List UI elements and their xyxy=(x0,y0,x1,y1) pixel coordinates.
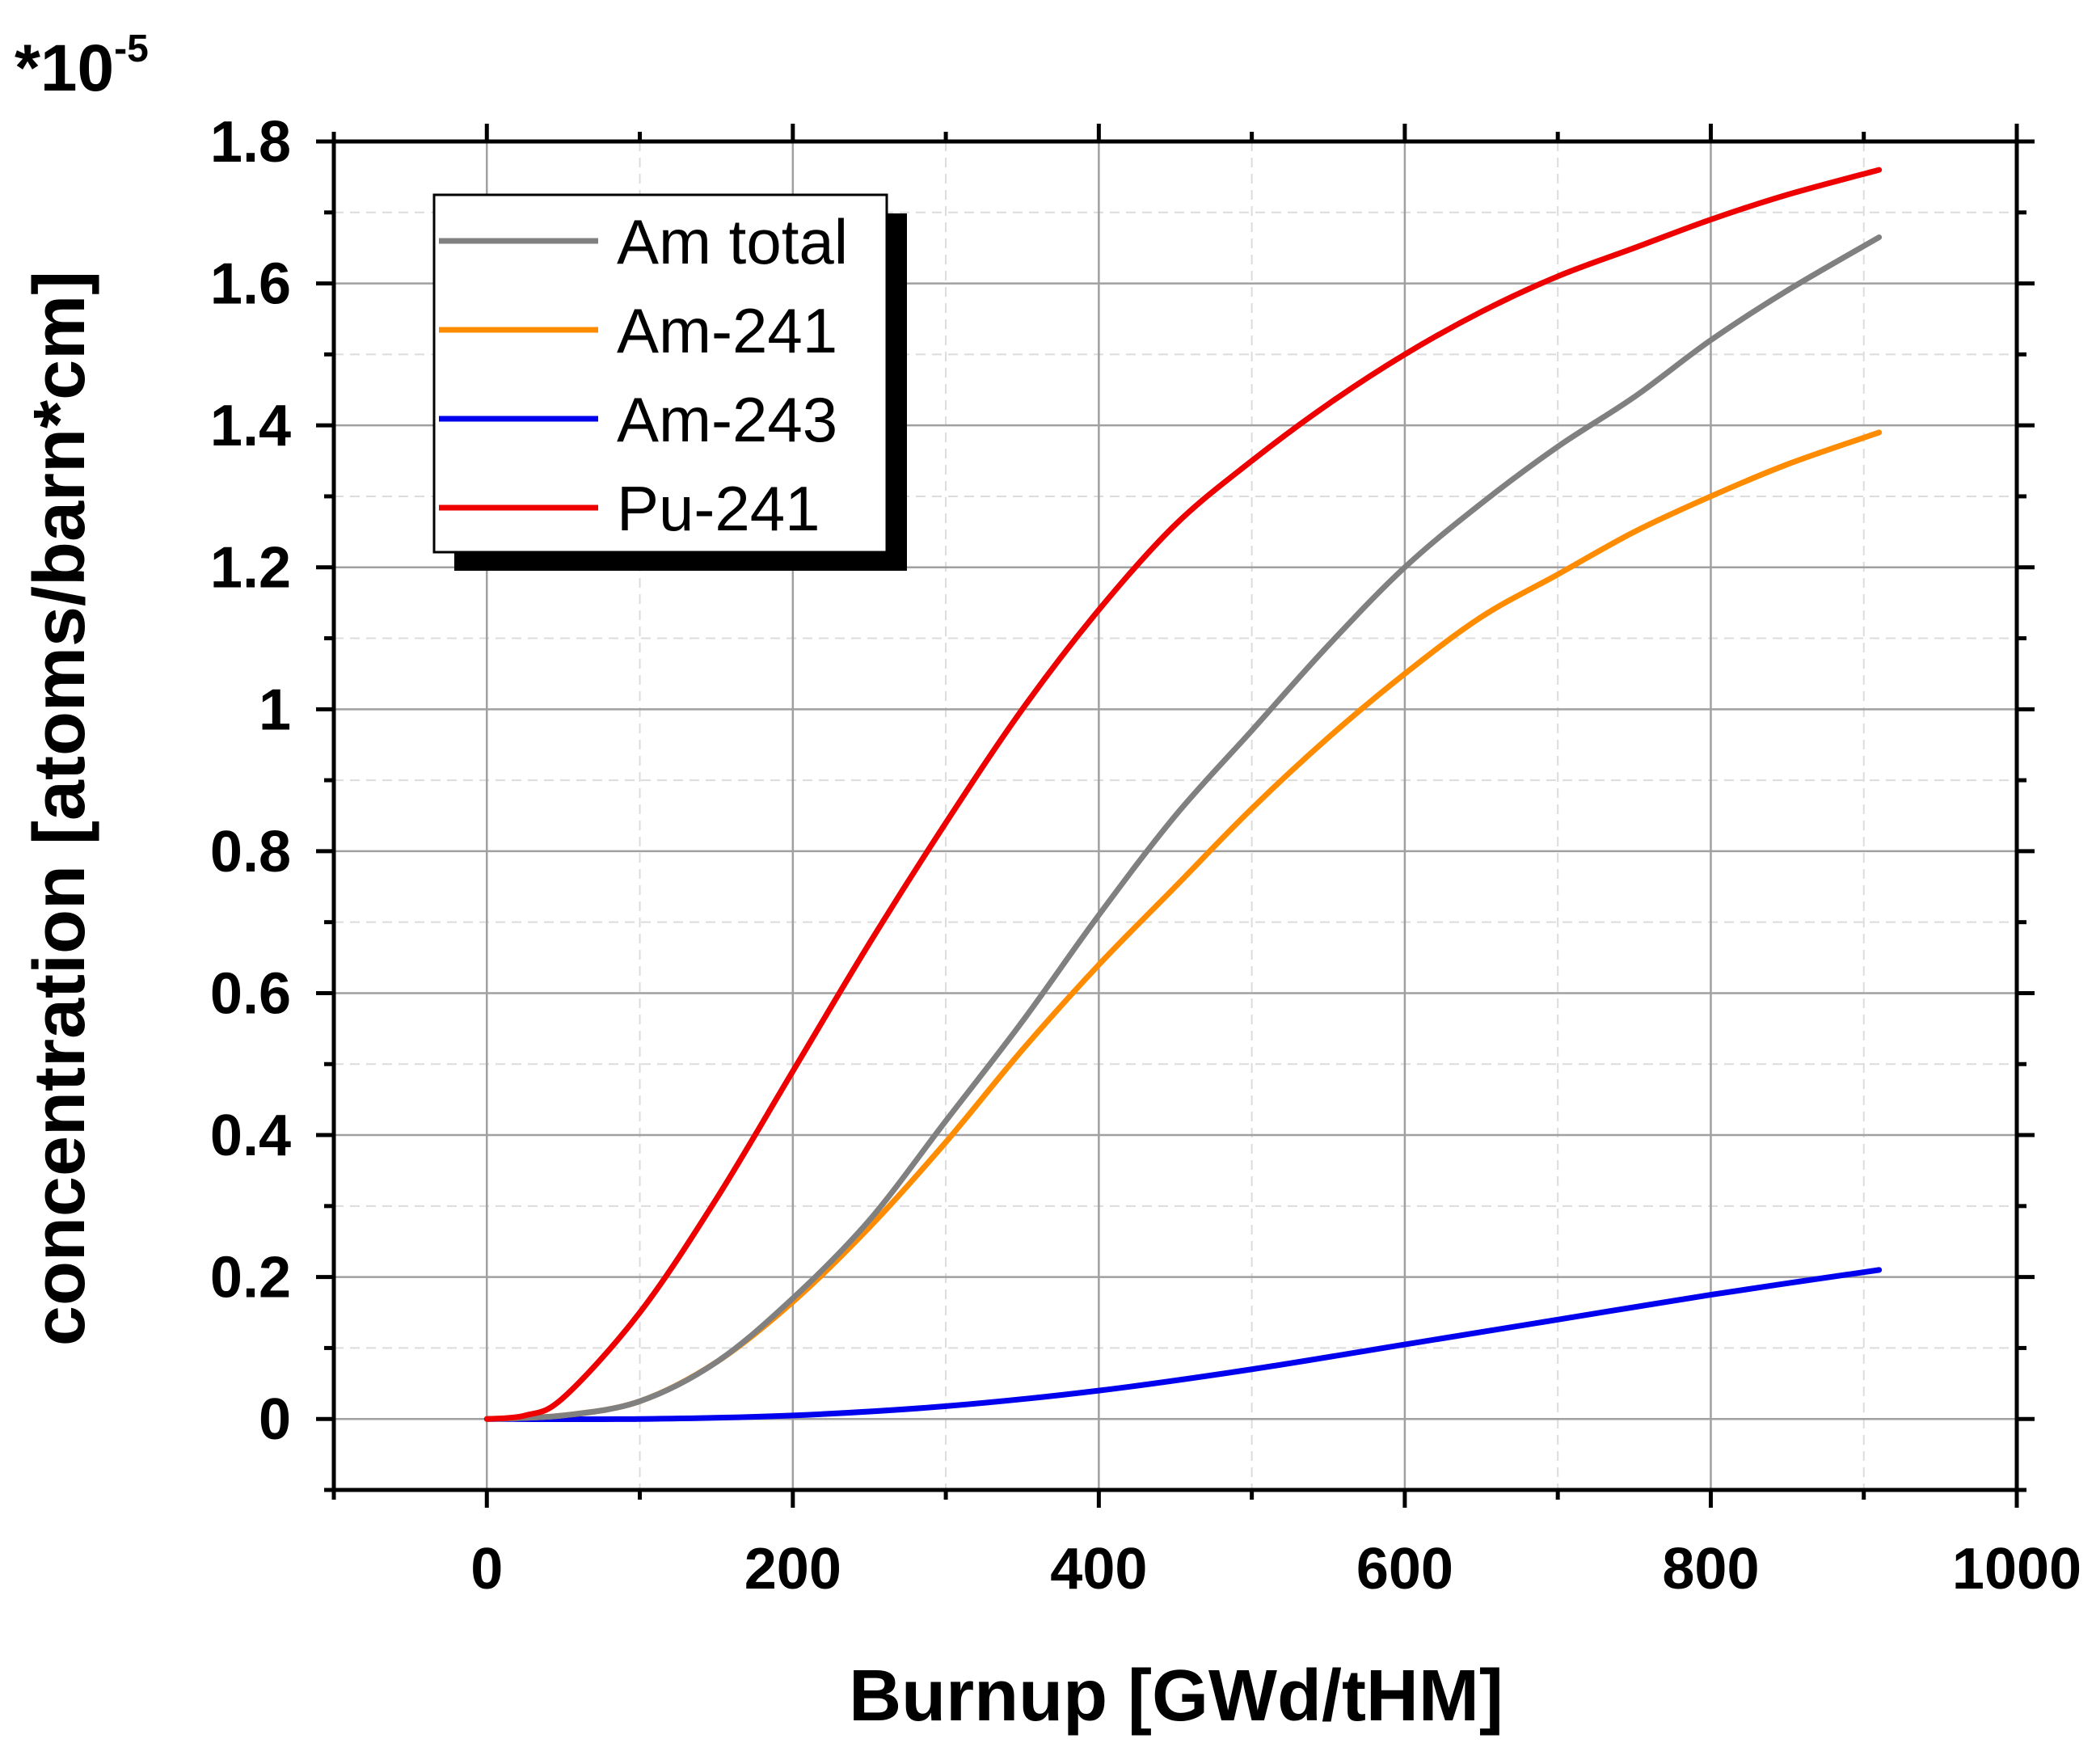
y-tick-label: 0.4 xyxy=(210,1104,291,1168)
y-tick-label: 1.4 xyxy=(210,394,291,458)
axis-ticks xyxy=(316,124,2035,1508)
x-tick-label: 1000 xyxy=(1952,1537,2081,1602)
y-axis-title: concentration [atoms/barn*cm] xyxy=(19,271,100,1346)
y-axis-multiplier: *10-5 xyxy=(15,27,149,105)
y-multiplier-base: *10 xyxy=(15,32,114,105)
x-tick-label: 800 xyxy=(1662,1537,1759,1602)
legend-items: Am total Am-241 Am-243 Pu-241 xyxy=(439,206,848,544)
series-line-am-243 xyxy=(483,1267,1883,1423)
series-line-am-total xyxy=(483,234,1883,1422)
x-tick-label: 600 xyxy=(1356,1537,1453,1602)
legend: Am total Am-241 Am-243 Pu-241 xyxy=(432,193,907,571)
y-tick-label: 0 xyxy=(259,1387,291,1452)
minor-gridlines xyxy=(334,141,2017,1490)
legend-box xyxy=(432,193,888,554)
y-tick-label: 1.2 xyxy=(210,536,291,601)
y-tick-label: 1.8 xyxy=(210,110,291,175)
y-tick-label: 0.2 xyxy=(210,1246,291,1310)
legend-label-pu-241: Pu-241 xyxy=(617,473,820,544)
series-lines xyxy=(483,167,1883,1423)
y-tick-label: 0.6 xyxy=(210,961,291,1026)
series-line-am-241 xyxy=(483,429,1883,1422)
x-tick-label: 200 xyxy=(744,1537,841,1602)
x-axis-title: Burnup [GWd/tHM] xyxy=(849,1656,1503,1737)
y-tick-label: 0.8 xyxy=(210,820,291,884)
legend-label-am-total: Am total xyxy=(617,206,848,277)
x-tick-label: 400 xyxy=(1050,1537,1147,1602)
plot-frame xyxy=(331,139,2019,1492)
x-tick-labels: 0 200 400 600 800 1000 xyxy=(470,1537,2081,1602)
legend-label-am-243: Am-243 xyxy=(617,384,837,455)
legend-label-am-241: Am-241 xyxy=(617,295,837,366)
y-multiplier-exponent: -5 xyxy=(114,27,149,70)
series-line-pu-241 xyxy=(483,167,1883,1422)
y-tick-label: 1 xyxy=(259,677,291,742)
x-tick-label: 0 xyxy=(470,1537,503,1602)
y-tick-labels: 0 0.2 0.4 0.6 0.8 1 1.2 1.4 1.6 1.8 xyxy=(210,110,291,1452)
y-tick-label: 1.6 xyxy=(210,252,291,317)
